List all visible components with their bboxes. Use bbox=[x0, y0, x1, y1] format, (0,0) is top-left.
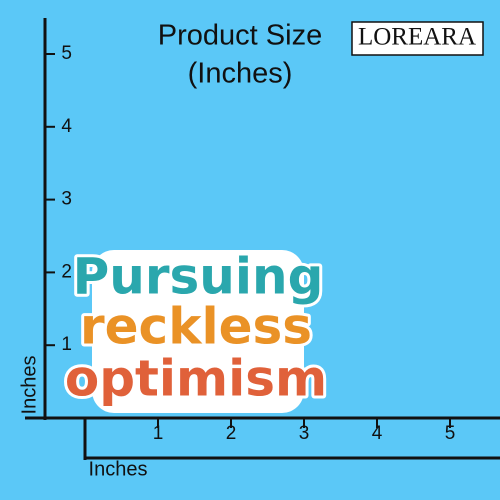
y-axis-label: Inches bbox=[18, 356, 40, 415]
x-tick-label: 1 bbox=[153, 423, 164, 444]
sticker-line: reckless bbox=[80, 298, 312, 356]
title-line: (Inches) bbox=[188, 58, 293, 90]
sticker-background bbox=[92, 250, 304, 413]
sticker-line: Pursuing bbox=[73, 248, 324, 306]
sticker-line: optimism bbox=[65, 350, 327, 408]
y-tick-label: 1 bbox=[61, 334, 72, 355]
product-sticker: Pursuing reckless optimism bbox=[62, 245, 330, 413]
y-tick-label: 2 bbox=[61, 261, 72, 282]
x-tick-label: 3 bbox=[299, 423, 310, 444]
y-tick-label: 3 bbox=[61, 189, 72, 210]
title-line: Product Size bbox=[158, 20, 322, 52]
x-axis-label: Inches bbox=[89, 458, 148, 480]
x-tick-label: 2 bbox=[226, 423, 237, 444]
y-tick-label: 5 bbox=[61, 43, 72, 64]
brand: LOREARA bbox=[358, 24, 476, 51]
x-tick-label: 4 bbox=[372, 423, 383, 444]
x-tick-label: 5 bbox=[445, 423, 456, 444]
y-tick-label: 4 bbox=[61, 116, 72, 137]
brand-box bbox=[351, 21, 484, 56]
